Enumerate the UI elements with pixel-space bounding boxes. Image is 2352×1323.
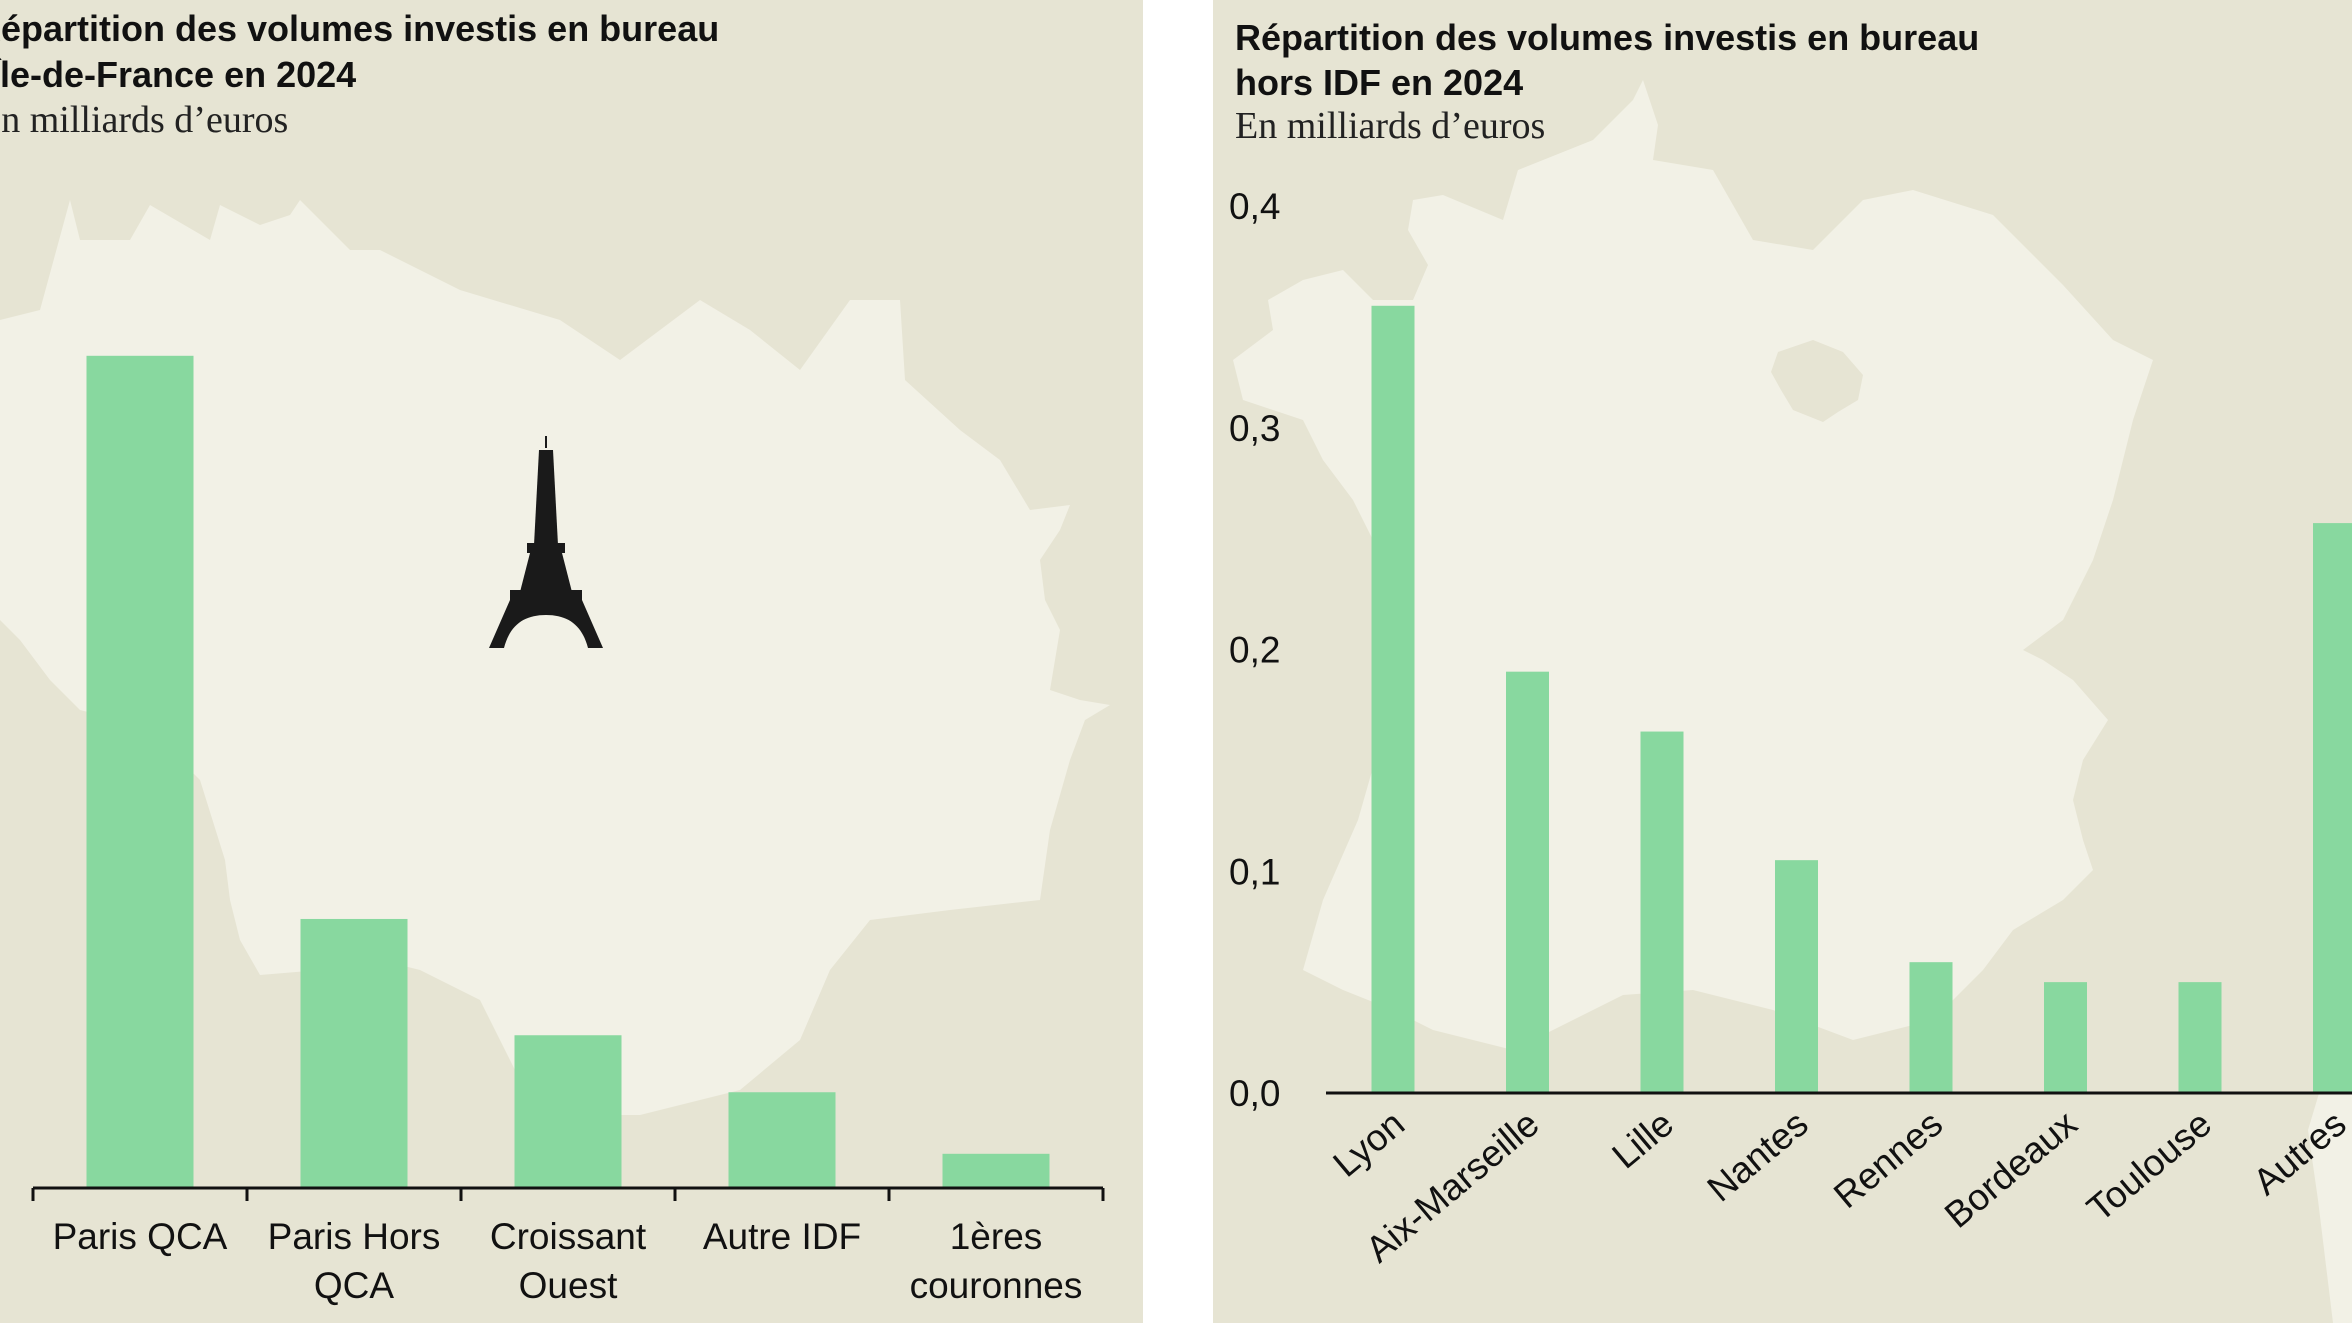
x-tick-label: Ouest <box>519 1265 618 1306</box>
chart-title-line2: Île-de-France en 2024 <box>0 54 357 95</box>
france-map-shape <box>1233 80 2153 1050</box>
y-tick-label: 0,4 <box>1229 186 1280 227</box>
x-tick-label: Toulouse <box>2079 1103 2219 1230</box>
chart-subtitle: En milliards d’euros <box>1235 105 1546 147</box>
chart-title-line1: Répartition des volumes investis en bure… <box>0 8 720 49</box>
bar-6 <box>2044 982 2087 1093</box>
y-tick-label: 0,1 <box>1229 851 1280 892</box>
bar-8 <box>2313 523 2352 1093</box>
x-tick-label: Autre IDF <box>703 1216 861 1257</box>
bar-4 <box>1775 860 1818 1093</box>
chart-title-line1: Répartition des volumes investis en bure… <box>1235 17 1980 58</box>
x-tick-label: Nantes <box>1699 1103 1815 1210</box>
x-tick-label: couronnes <box>910 1265 1083 1306</box>
x-tick-label: Lille <box>1604 1103 1681 1177</box>
bar-3 <box>1640 731 1684 1093</box>
chart-subtitle: En milliards d’euros <box>0 99 289 141</box>
bar-1 <box>1371 305 1415 1094</box>
idf-outline-shape <box>1771 340 1863 422</box>
x-tick-label: Lyon <box>1325 1103 1412 1185</box>
bar-5 <box>1909 962 1953 1093</box>
hors-idf-chart-panel: 0,0 0,1 0,2 0,3 0,4 Lyon Aix-Marseille Lille Na… <box>1213 0 2352 1323</box>
corsica-shape <box>2308 1070 2352 1323</box>
idf-map-shape <box>0 200 1110 1120</box>
x-tick-label: Rennes <box>1826 1103 1950 1216</box>
bar-5 <box>942 1153 1050 1188</box>
x-tick-label: Croissant <box>490 1216 647 1257</box>
y-tick-label: 0,3 <box>1229 408 1280 449</box>
bar-1 <box>86 355 194 1188</box>
idf-chart: Paris QCA Paris Hors QCA Croissant Ouest Autr… <box>0 200 1110 1306</box>
x-tick-label: Bordeaux <box>1937 1102 2085 1236</box>
bar-7 <box>2178 982 2222 1093</box>
y-tick-label: 0,2 <box>1229 630 1280 671</box>
x-tick-label: Paris Hors <box>268 1216 441 1257</box>
bar-2 <box>300 918 408 1188</box>
bar-2 <box>1506 671 1549 1093</box>
chart-title-line2: hors IDF en 2024 <box>1235 62 1524 103</box>
x-tick-label: Paris QCA <box>53 1216 228 1257</box>
bar-4 <box>728 1092 836 1188</box>
x-tick-label: QCA <box>314 1265 395 1306</box>
eiffel-tower-icon <box>489 436 603 648</box>
bar-3 <box>514 1035 622 1188</box>
y-tick-label: 0,0 <box>1229 1073 1280 1114</box>
idf-chart-panel: Paris QCA Paris Hors QCA Croissant Ouest Autr… <box>0 0 1143 1323</box>
x-tick-label: 1ères <box>950 1216 1043 1257</box>
